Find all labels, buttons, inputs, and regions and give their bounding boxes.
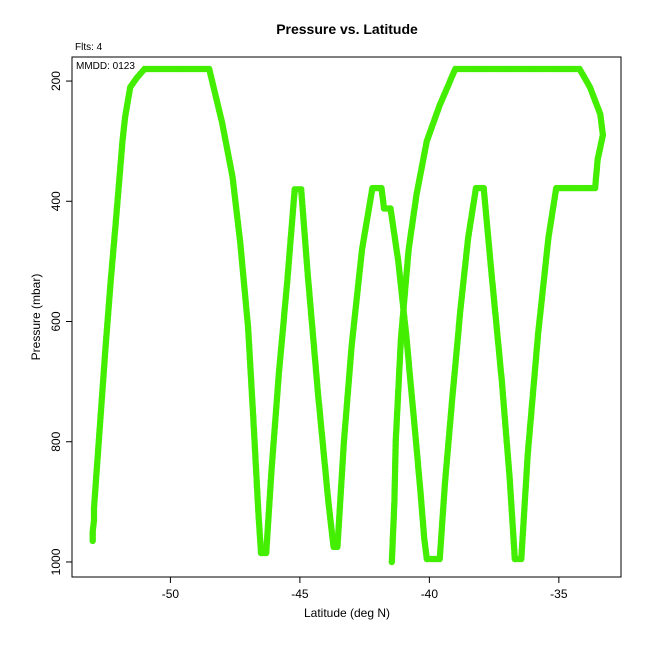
y-tick-label: 800	[49, 431, 63, 451]
x-tick-label: -35	[550, 587, 568, 601]
chart-annotation: MMDD: 0123	[76, 61, 135, 72]
x-tick-label: -45	[291, 587, 309, 601]
chart-subtitle: Flts: 4	[75, 42, 103, 53]
y-axis: 200 400 600 800 1000	[49, 71, 72, 575]
data-point	[388, 558, 395, 566]
plot-frame	[71, 56, 622, 578]
data-points	[89, 65, 607, 566]
y-axis-label: Pressure (mbar)	[29, 274, 43, 361]
x-axis: -50 -45 -40 -35	[162, 577, 568, 601]
x-tick-label: -50	[162, 587, 180, 601]
y-tick-label: 200	[49, 71, 63, 91]
y-tick-label: 400	[49, 191, 63, 211]
chart-title: Pressure vs. Latitude	[276, 21, 418, 37]
y-tick-label: 600	[49, 311, 63, 331]
x-tick-label: -40	[421, 587, 439, 601]
x-axis-label: Latitude (deg N)	[304, 606, 390, 620]
y-tick-label: 1000	[49, 548, 63, 575]
